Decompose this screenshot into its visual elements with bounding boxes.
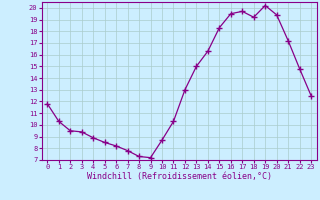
X-axis label: Windchill (Refroidissement éolien,°C): Windchill (Refroidissement éolien,°C) <box>87 172 272 181</box>
